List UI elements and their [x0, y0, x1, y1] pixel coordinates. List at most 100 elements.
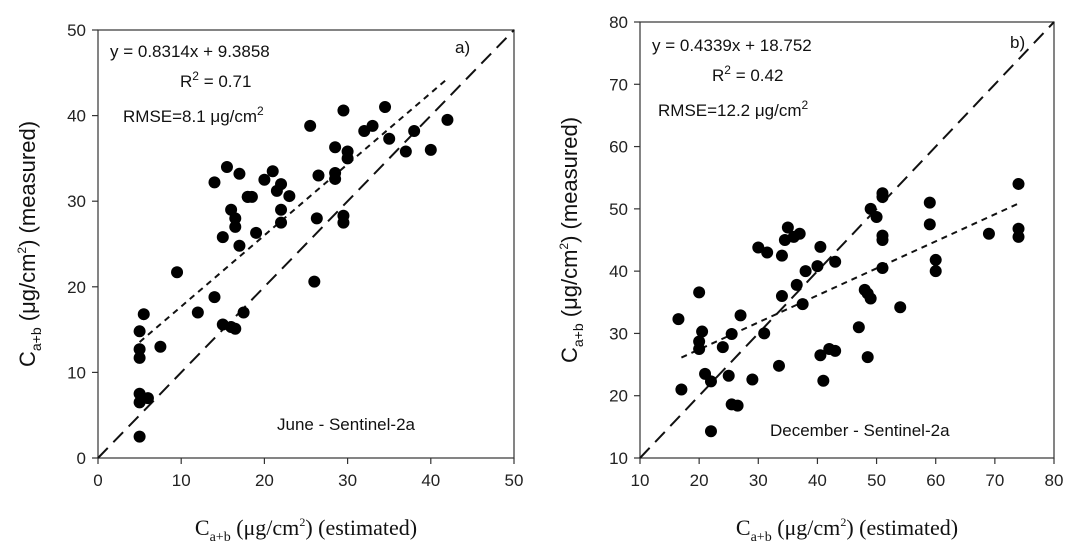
x-tick-label: 60	[926, 471, 945, 490]
data-point	[275, 203, 288, 216]
y-tick-label: 0	[77, 449, 86, 468]
y-tick-label: 30	[609, 324, 628, 343]
y-tick-label: 10	[609, 449, 628, 468]
data-point	[233, 239, 246, 252]
data-point	[817, 374, 830, 387]
data-point	[852, 321, 865, 334]
data-point	[133, 325, 146, 338]
data-point	[693, 343, 706, 355]
data-point	[982, 227, 995, 240]
y-tick-label: 40	[609, 262, 628, 281]
y-tick-label: 20	[67, 278, 86, 297]
data-point	[237, 306, 250, 319]
x-axis-label: Ca+b (μg/cm2) (estimated)	[195, 515, 417, 545]
rmse-label: RMSE=8.1 μg/cm2	[123, 104, 264, 126]
data-point	[229, 322, 242, 335]
x-tick-label: 70	[985, 471, 1004, 490]
data-point	[870, 210, 883, 223]
data-point	[790, 278, 803, 291]
data-point	[814, 240, 827, 253]
data-point	[829, 255, 842, 268]
data-point	[133, 430, 146, 443]
one-to-one-line	[639, 21, 1055, 459]
dataset-annotation: June - Sentinel-2a	[277, 415, 416, 434]
data-point	[894, 301, 907, 314]
data-point	[752, 241, 765, 254]
x-tick-label: 50	[505, 471, 524, 490]
data-point	[341, 152, 354, 165]
data-point	[861, 351, 874, 364]
data-point	[814, 349, 827, 362]
data-point	[191, 306, 204, 319]
data-point	[799, 265, 812, 278]
data-point	[310, 212, 323, 225]
data-point	[758, 327, 771, 340]
data-point	[171, 266, 184, 279]
regression-equation: y = 0.4339x + 18.752	[652, 36, 812, 55]
data-point	[220, 160, 233, 173]
data-point	[876, 234, 889, 246]
data-point	[266, 165, 279, 178]
r-squared: R2 = 0.42	[712, 63, 783, 85]
data-point	[245, 190, 258, 203]
data-point	[761, 246, 774, 259]
data-point	[775, 290, 788, 303]
data-point	[329, 166, 342, 179]
one-to-one-line	[97, 29, 515, 459]
data-point	[408, 125, 421, 138]
x-axis-label: Ca+b (μg/cm2) (estimated)	[736, 515, 958, 545]
data-point	[864, 292, 877, 305]
data-point	[923, 218, 936, 231]
data-point	[366, 119, 379, 132]
data-point	[731, 399, 744, 412]
data-point	[696, 325, 709, 338]
data-point	[329, 141, 342, 154]
y-tick-label: 70	[609, 75, 628, 94]
data-point	[725, 328, 738, 341]
data-point	[275, 216, 288, 229]
data-point	[208, 176, 221, 189]
x-tick-label: 50	[867, 471, 886, 490]
data-point	[308, 275, 321, 288]
y-tick-label: 20	[609, 387, 628, 406]
data-point	[793, 227, 806, 240]
x-tick-label: 40	[421, 471, 440, 490]
regression-line	[138, 77, 449, 343]
data-point	[258, 173, 271, 186]
data-point	[876, 187, 889, 200]
y-tick-label: 50	[609, 200, 628, 219]
data-point	[923, 196, 936, 209]
regression-equation: y = 0.8314x + 9.3858	[110, 42, 270, 61]
y-axis-label: Ca+b (μg/cm2) (measured)	[557, 117, 586, 363]
x-tick-label: 10	[172, 471, 191, 490]
data-point	[304, 119, 317, 132]
data-point	[929, 265, 942, 278]
x-tick-label: 30	[338, 471, 357, 490]
data-point	[133, 343, 146, 356]
data-point	[716, 341, 729, 354]
x-tick-label: 0	[93, 471, 102, 490]
data-point	[722, 369, 735, 382]
data-point	[233, 167, 246, 180]
r-squared: R2 = 0.71	[180, 69, 251, 91]
data-point	[672, 313, 685, 326]
data-point	[312, 169, 325, 182]
data-point	[829, 344, 842, 357]
regression-line	[680, 202, 1019, 359]
data-point	[704, 425, 717, 438]
data-point	[772, 359, 785, 372]
panel-label: b)	[1010, 33, 1025, 52]
data-point	[734, 309, 747, 322]
panel-june: 0 10 20 30 40 50 0 10 20 30 40 50 y = 0.8314x + 9.38…	[15, 21, 523, 545]
data-point	[275, 178, 288, 191]
y-tick-label: 40	[67, 107, 86, 126]
x-tick-label: 20	[255, 471, 274, 490]
data-point	[250, 226, 263, 239]
data-point	[441, 113, 454, 126]
plot-area	[639, 21, 1055, 459]
data-point	[229, 220, 242, 233]
data-point	[929, 253, 942, 266]
data-point	[1012, 230, 1025, 243]
data-point	[675, 383, 688, 396]
